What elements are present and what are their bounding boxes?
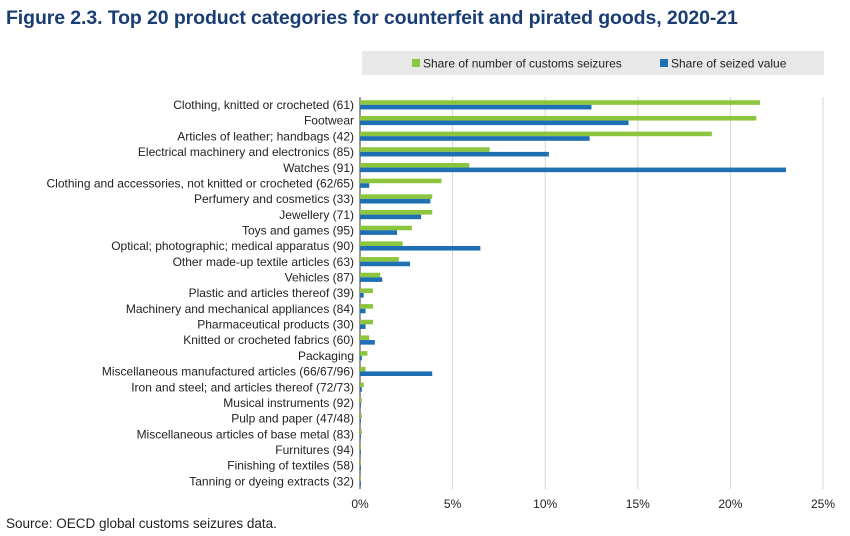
bars [360, 100, 786, 486]
category-label-25: Tanning or dyeing extracts (32) [189, 474, 354, 488]
bar-value-13 [360, 293, 364, 298]
category-label-13: Plastic and articles thereof (39) [189, 286, 354, 300]
bar-seizures-3 [360, 131, 712, 137]
category-label-24: Finishing of textiles (58) [227, 459, 354, 473]
bar-seizures-13 [360, 288, 373, 293]
bar-seizures-1 [360, 100, 761, 105]
category-label-20: Musical instruments (92) [223, 396, 354, 410]
legend-swatch-2 [660, 59, 668, 67]
x-tick-label-0: 0% [351, 497, 369, 511]
category-label-15: Pharmaceutical products (30) [197, 318, 354, 332]
bar-value-20 [360, 402, 361, 408]
legend-label-2: Share of seized value [671, 57, 787, 71]
category-label-16: Knitted or crocheted fabrics (60) [183, 333, 354, 347]
bar-value-12 [360, 277, 383, 282]
bar-seizures-9 [360, 225, 412, 231]
category-label-23: Furnitures (94) [275, 443, 354, 457]
bar-seizures-12 [360, 272, 381, 278]
bar-value-18 [360, 371, 433, 376]
bar-seizures-5 [360, 162, 470, 168]
category-label-10: Optical; photographic; medical apparatus… [111, 239, 354, 253]
x-tick-label-15: 15% [626, 497, 650, 511]
bar-seizures-10 [360, 241, 403, 246]
category-label-11: Other made-up textile articles (63) [173, 255, 354, 269]
bar-value-21 [360, 418, 361, 424]
category-label-22: Miscellaneous articles of base metal (83… [137, 427, 354, 441]
bar-seizures-16 [360, 335, 370, 341]
bar-seizures-25 [360, 476, 361, 482]
category-label-8: Jewellery (71) [279, 208, 354, 222]
bar-seizures-23 [360, 445, 361, 450]
bar-value-2 [360, 120, 629, 126]
bar-seizures-14 [360, 304, 373, 309]
bar-value-17 [360, 355, 362, 361]
figure-title: Figure 2.3. Top 20 product categories fo… [6, 7, 738, 29]
bar-value-3 [360, 136, 590, 141]
x-tick-label-25: 25% [811, 497, 835, 511]
category-label-1: Clothing, knitted or crocheted (61) [173, 98, 354, 112]
category-label-5: Watches (91) [283, 161, 354, 175]
category-label-14: Machinery and mechanical appliances (84) [126, 302, 354, 316]
bar-value-14 [360, 308, 366, 314]
bar-seizures-4 [360, 147, 490, 152]
category-label-9: Toys and games (95) [242, 223, 354, 237]
bar-seizures-22 [360, 429, 362, 435]
bar-value-15 [360, 324, 366, 329]
bar-seizures-2 [360, 115, 757, 121]
bar-value-5 [360, 167, 786, 173]
category-label-6: Clothing and accessories, not knitted or… [46, 176, 354, 190]
bar-seizures-18 [360, 366, 366, 372]
category-label-3: Articles of leather; handbags (42) [177, 129, 354, 143]
bar-seizures-11 [360, 257, 399, 262]
bar-value-8 [360, 214, 422, 220]
x-tick-label-20: 20% [718, 497, 742, 511]
category-label-17: Packaging [298, 349, 354, 363]
bar-value-22 [360, 434, 361, 439]
bar-seizures-6 [360, 178, 442, 184]
bar-value-24 [360, 465, 361, 471]
bar-seizures-21 [360, 413, 362, 419]
bar-value-1 [360, 104, 592, 110]
bar-value-16 [360, 340, 375, 345]
bar-seizures-24 [360, 460, 361, 466]
bar-seizures-8 [360, 210, 433, 215]
bar-value-7 [360, 198, 431, 204]
category-label-4: Electrical machinery and electronics (85… [138, 145, 354, 159]
legend-swatch-1 [412, 59, 420, 67]
category-label-12: Vehicles (87) [285, 271, 354, 285]
bar-seizures-17 [360, 351, 368, 356]
bar-seizures-15 [360, 319, 373, 325]
legend-background [362, 51, 824, 75]
x-tick-label-5: 5% [444, 497, 462, 511]
category-label-7: Perfumery and cosmetics (33) [194, 192, 354, 206]
bar-value-9 [360, 230, 398, 235]
bar-value-23 [360, 449, 361, 455]
category-label-18: Miscellaneous manufactured articles (66/… [102, 365, 354, 379]
bar-seizures-19 [360, 382, 364, 388]
category-label-19: Iron and steel; and articles thereof (72… [131, 380, 354, 394]
bar-seizures-20 [360, 398, 362, 403]
category-label-2: Footwear [304, 114, 354, 128]
bar-value-4 [360, 151, 549, 157]
legend-label-1: Share of number of customs seizures [423, 57, 622, 71]
category-label-21: Pulp and paper (47/48) [231, 412, 354, 426]
x-tick-label-10: 10% [533, 497, 557, 511]
bar-value-25 [360, 481, 361, 486]
legend: Share of number of customs seizures Share… [362, 51, 824, 75]
category-labels: Clothing, knitted or crocheted (61) Footw… [46, 98, 354, 488]
bar-value-6 [360, 183, 370, 188]
x-axis-ticks: 0% 5% 10% 15% 20% 25% [351, 497, 835, 511]
source-note: Source: OECD global customs seizures dat… [6, 516, 277, 531]
bar-value-10 [360, 245, 481, 251]
bar-value-19 [360, 387, 362, 392]
bar-seizures-7 [360, 194, 433, 199]
bar-value-11 [360, 261, 410, 267]
